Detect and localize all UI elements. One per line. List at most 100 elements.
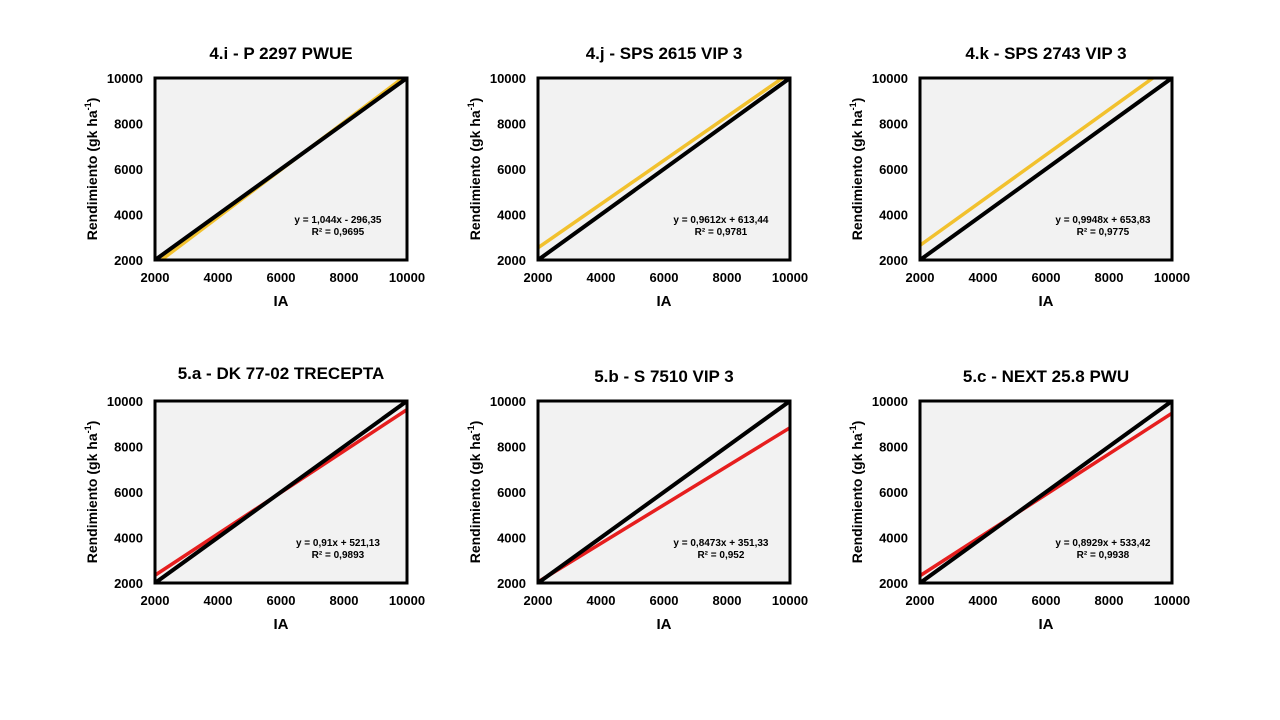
y-tick-label: 6000 bbox=[879, 162, 908, 177]
x-tick-label: 8000 bbox=[713, 593, 742, 608]
y-tick-label: 4000 bbox=[497, 208, 526, 223]
y-axis-label-text: Rendimiento (gk ha bbox=[467, 433, 483, 563]
regression-equation: y = 0,91x + 521,13 bbox=[296, 538, 380, 549]
y-tick-label: 2000 bbox=[879, 576, 908, 591]
x-tick-label: 8000 bbox=[1095, 270, 1124, 285]
x-tick-label: 4000 bbox=[587, 593, 616, 608]
chart-title: 5.c - NEXT 25.8 PWU bbox=[963, 367, 1129, 386]
y-tick-label: 6000 bbox=[114, 485, 143, 500]
x-tick-label: 4000 bbox=[969, 270, 998, 285]
r-squared: R² = 0,9781 bbox=[695, 227, 748, 238]
x-tick-label: 8000 bbox=[330, 270, 359, 285]
x-axis-label: IA bbox=[657, 293, 672, 310]
regression-equation: y = 0,8929x + 533,42 bbox=[1055, 538, 1151, 549]
y-axis-label-superscript: -1 bbox=[466, 425, 476, 433]
x-tick-label: 2000 bbox=[906, 593, 935, 608]
y-axis-label: Rendimiento (gk ha-1) bbox=[466, 98, 483, 241]
regression-equation: y = 0,8473x + 351,33 bbox=[673, 538, 769, 549]
chart-title: 4.j - SPS 2615 VIP 3 bbox=[586, 44, 743, 63]
plot-frame bbox=[153, 76, 409, 262]
x-tick-label: 10000 bbox=[772, 270, 808, 285]
y-tick-label: 2000 bbox=[879, 253, 908, 268]
y-axis-label-superscript: -1 bbox=[83, 102, 93, 110]
reference-line-1to1 bbox=[155, 401, 407, 583]
r-squared: R² = 0,952 bbox=[697, 550, 744, 561]
x-tick-label: 6000 bbox=[650, 593, 679, 608]
x-tick-label: 10000 bbox=[389, 593, 425, 608]
y-axis-label-text: Rendimiento (gk ha bbox=[849, 110, 865, 240]
x-tick-label: 2000 bbox=[141, 270, 170, 285]
x-tick-label: 10000 bbox=[772, 593, 808, 608]
chart-title: 5.a - DK 77-02 TRECEPTA bbox=[178, 364, 385, 383]
regression-equation: y = 0,9612x + 613,44 bbox=[673, 215, 769, 226]
y-axis-label-close: ) bbox=[467, 421, 483, 426]
y-tick-label: 6000 bbox=[497, 162, 526, 177]
y-tick-label: 8000 bbox=[497, 440, 526, 455]
y-tick-label: 8000 bbox=[879, 440, 908, 455]
y-tick-label: 6000 bbox=[497, 485, 526, 500]
regression-line bbox=[920, 78, 1154, 247]
y-tick-label: 10000 bbox=[107, 394, 143, 409]
chart-panel-2: 4.j - SPS 2615 VIP 3 2000 4000 6000 8000 1000… bbox=[466, 44, 808, 310]
x-tick-label: 4000 bbox=[969, 593, 998, 608]
y-axis-label: Rendimiento (gk ha-1) bbox=[848, 421, 865, 564]
y-axis-label-close: ) bbox=[849, 421, 865, 426]
x-tick-label: 6000 bbox=[1032, 593, 1061, 608]
y-axis-label-superscript: -1 bbox=[848, 102, 858, 110]
r-squared: R² = 0,9775 bbox=[1077, 227, 1130, 238]
y-tick-label: 4000 bbox=[497, 531, 526, 546]
y-tick-label: 10000 bbox=[490, 71, 526, 86]
x-tick-label: 2000 bbox=[524, 593, 553, 608]
y-axis-label-text: Rendimiento (gk ha bbox=[84, 433, 100, 563]
y-axis-label: Rendimiento (gk ha-1) bbox=[83, 421, 100, 564]
y-tick-label: 2000 bbox=[497, 576, 526, 591]
y-axis-label-superscript: -1 bbox=[848, 425, 858, 433]
y-tick-label: 2000 bbox=[497, 253, 526, 268]
y-tick-label: 4000 bbox=[114, 531, 143, 546]
x-axis-label: IA bbox=[274, 616, 289, 633]
y-tick-label: 6000 bbox=[879, 485, 908, 500]
chart-panel-4: 5.a - DK 77-02 TRECEPTA 2000 4000 6000 8000 1… bbox=[83, 364, 425, 633]
y-tick-label: 8000 bbox=[497, 117, 526, 132]
reference-line-1to1 bbox=[538, 78, 790, 260]
y-tick-label: 10000 bbox=[107, 71, 143, 86]
y-tick-label: 4000 bbox=[879, 531, 908, 546]
plot-frame bbox=[536, 399, 792, 585]
y-axis-label-close: ) bbox=[84, 421, 100, 426]
x-tick-label: 6000 bbox=[650, 270, 679, 285]
x-tick-label: 6000 bbox=[1032, 270, 1061, 285]
reference-line-1to1 bbox=[920, 401, 1172, 583]
regression-equation: y = 0,9948x + 653,83 bbox=[1055, 215, 1151, 226]
plot-frame bbox=[153, 399, 409, 585]
y-axis-label-close: ) bbox=[84, 98, 100, 103]
y-axis-label-close: ) bbox=[849, 98, 865, 103]
regression-equation: y = 1,044x - 296,35 bbox=[294, 215, 381, 226]
y-axis-label: Rendimiento (gk ha-1) bbox=[83, 98, 100, 241]
y-tick-label: 10000 bbox=[872, 71, 908, 86]
chart-title: 5.b - S 7510 VIP 3 bbox=[594, 367, 734, 386]
x-axis-label: IA bbox=[274, 293, 289, 310]
x-tick-label: 8000 bbox=[1095, 593, 1124, 608]
regression-line bbox=[538, 78, 784, 250]
x-tick-label: 4000 bbox=[204, 270, 233, 285]
y-axis-label-text: Rendimiento (gk ha bbox=[84, 110, 100, 240]
plot-frame bbox=[918, 76, 1174, 262]
x-tick-label: 4000 bbox=[204, 593, 233, 608]
x-tick-label: 8000 bbox=[330, 593, 359, 608]
y-tick-label: 10000 bbox=[490, 394, 526, 409]
x-axis-label: IA bbox=[657, 616, 672, 633]
r-squared: R² = 0,9938 bbox=[1077, 550, 1130, 561]
y-axis-label-superscript: -1 bbox=[83, 425, 93, 433]
chart-panel-1: 4.i - P 2297 PWUE 2000 4000 6000 8000 10000 20… bbox=[83, 44, 425, 310]
r-squared: R² = 0,9695 bbox=[312, 227, 365, 238]
y-tick-label: 8000 bbox=[879, 117, 908, 132]
plot-frame bbox=[536, 76, 792, 262]
x-tick-label: 6000 bbox=[267, 593, 296, 608]
chart-panel-6: 5.c - NEXT 25.8 PWU 2000 4000 6000 8000 10000… bbox=[848, 367, 1190, 633]
y-tick-label: 4000 bbox=[114, 208, 143, 223]
x-tick-label: 10000 bbox=[1154, 593, 1190, 608]
x-tick-label: 10000 bbox=[1154, 270, 1190, 285]
y-axis-label-text: Rendimiento (gk ha bbox=[849, 433, 865, 563]
y-tick-label: 10000 bbox=[872, 394, 908, 409]
